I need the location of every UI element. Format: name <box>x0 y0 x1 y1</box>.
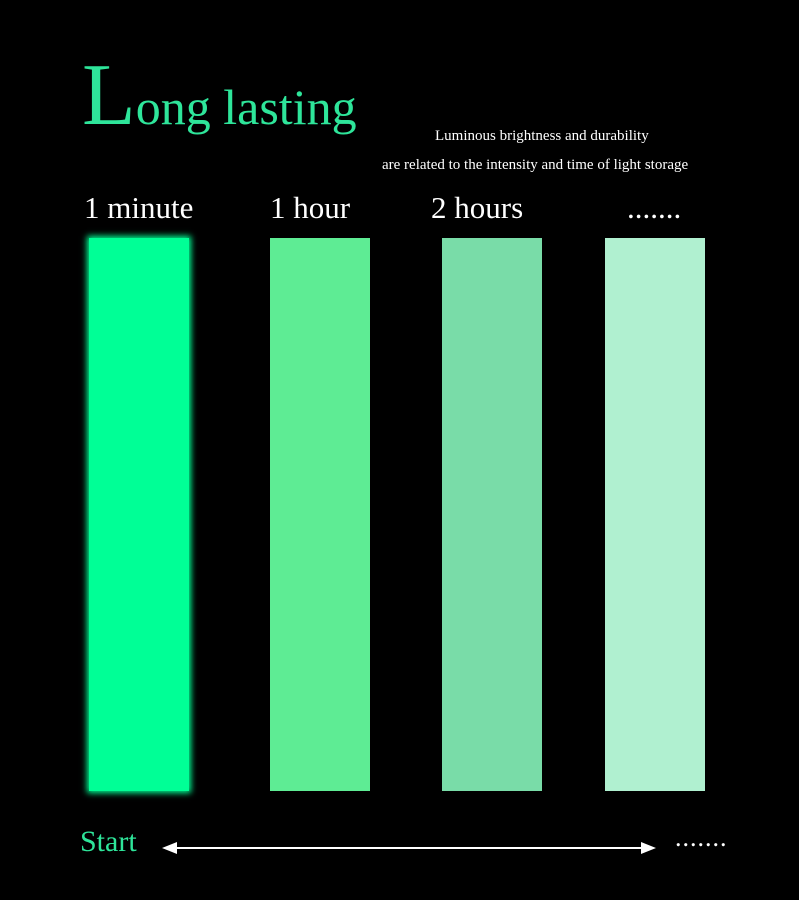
timeline-start-label: Start <box>80 825 137 858</box>
subtitle-line-1: Luminous brightness and durability <box>435 128 649 144</box>
glow-bar-1-hour <box>270 238 370 791</box>
title-rest: ong lasting <box>135 79 357 135</box>
glow-bar-later <box>605 238 705 791</box>
title-initial: L <box>82 47 136 144</box>
glow-bar-1-minute <box>89 238 189 791</box>
subtitle-line-2: are related to the intensity and time of… <box>382 157 689 173</box>
stage-label-2-hours: 2 hours <box>431 190 524 225</box>
page-title: Long lasting <box>82 52 357 140</box>
double-arrow-icon <box>162 842 656 854</box>
stage-label-1-hour: 1 hour <box>270 190 351 225</box>
glow-bar-2-hours <box>442 238 542 791</box>
stage-label-later: ....... <box>627 190 682 225</box>
timeline-end-label: ....... <box>675 823 728 852</box>
stage-label-1-minute: 1 minute <box>84 190 194 225</box>
